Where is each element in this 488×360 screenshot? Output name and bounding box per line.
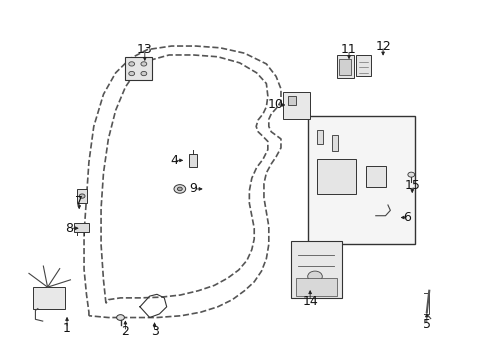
Text: 1: 1 (63, 322, 71, 335)
Text: 11: 11 (341, 43, 356, 56)
Circle shape (116, 315, 124, 320)
Circle shape (141, 71, 146, 76)
Bar (339, 59, 351, 75)
Circle shape (79, 194, 85, 198)
Text: 15: 15 (404, 179, 419, 192)
Bar (336, 55, 353, 78)
Circle shape (128, 71, 134, 76)
Bar (33, 287, 64, 309)
Text: 12: 12 (374, 40, 390, 53)
Text: 14: 14 (302, 295, 317, 308)
Circle shape (407, 172, 414, 177)
Text: 13: 13 (137, 43, 152, 56)
Text: 5: 5 (422, 318, 430, 331)
Text: 6: 6 (403, 211, 410, 224)
Text: 3: 3 (150, 325, 158, 338)
Bar (317, 158, 356, 194)
Bar (125, 57, 152, 80)
Bar (77, 189, 87, 203)
Text: 7: 7 (75, 195, 83, 208)
Bar (74, 223, 89, 232)
Circle shape (128, 62, 134, 66)
Bar (283, 93, 309, 119)
Bar (356, 55, 370, 76)
Text: 10: 10 (267, 99, 284, 112)
Bar (287, 96, 295, 105)
Text: 8: 8 (65, 222, 73, 235)
Bar (366, 166, 385, 187)
Circle shape (177, 187, 182, 191)
Bar (188, 154, 197, 167)
Bar (290, 241, 341, 298)
Bar (295, 278, 336, 296)
Text: 9: 9 (189, 183, 197, 195)
Bar (307, 116, 414, 244)
Text: 4: 4 (170, 154, 178, 167)
Text: 2: 2 (121, 325, 129, 338)
Bar (331, 135, 337, 152)
Bar (317, 130, 323, 144)
Circle shape (307, 271, 322, 282)
Circle shape (174, 185, 185, 193)
Circle shape (141, 62, 146, 66)
